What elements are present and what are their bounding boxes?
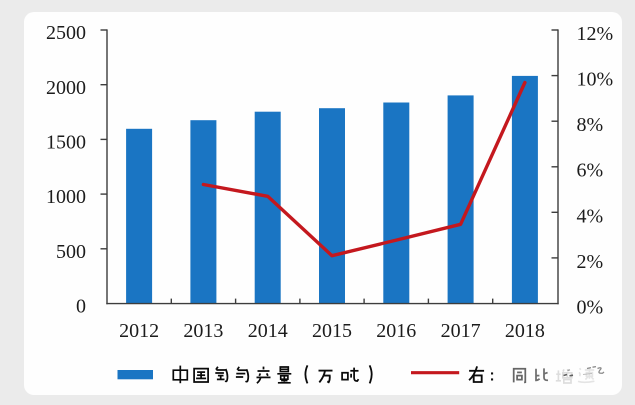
svg-text:2018: 2018 <box>505 320 545 342</box>
svg-text:0: 0 <box>76 296 86 318</box>
svg-text:2015: 2015 <box>312 320 352 342</box>
svg-text:2014: 2014 <box>248 320 288 342</box>
svg-text:2%: 2% <box>577 251 604 273</box>
svg-text:1000: 1000 <box>46 186 86 208</box>
svg-text:4%: 4% <box>577 205 604 227</box>
svg-text:2000: 2000 <box>46 77 86 99</box>
svg-text:10%: 10% <box>577 69 614 91</box>
svg-text:2017: 2017 <box>441 320 481 342</box>
svg-text:6%: 6% <box>577 160 604 182</box>
svg-text:0%: 0% <box>577 296 604 318</box>
svg-text:1500: 1500 <box>46 132 86 154</box>
svg-text:500: 500 <box>56 241 86 263</box>
svg-text:2013: 2013 <box>183 320 223 342</box>
svg-text:8%: 8% <box>577 114 604 136</box>
svg-text:2012: 2012 <box>119 320 159 342</box>
svg-text:12%: 12% <box>577 23 614 45</box>
svg-text:2500: 2500 <box>46 22 86 44</box>
svg-text:2016: 2016 <box>376 320 416 342</box>
